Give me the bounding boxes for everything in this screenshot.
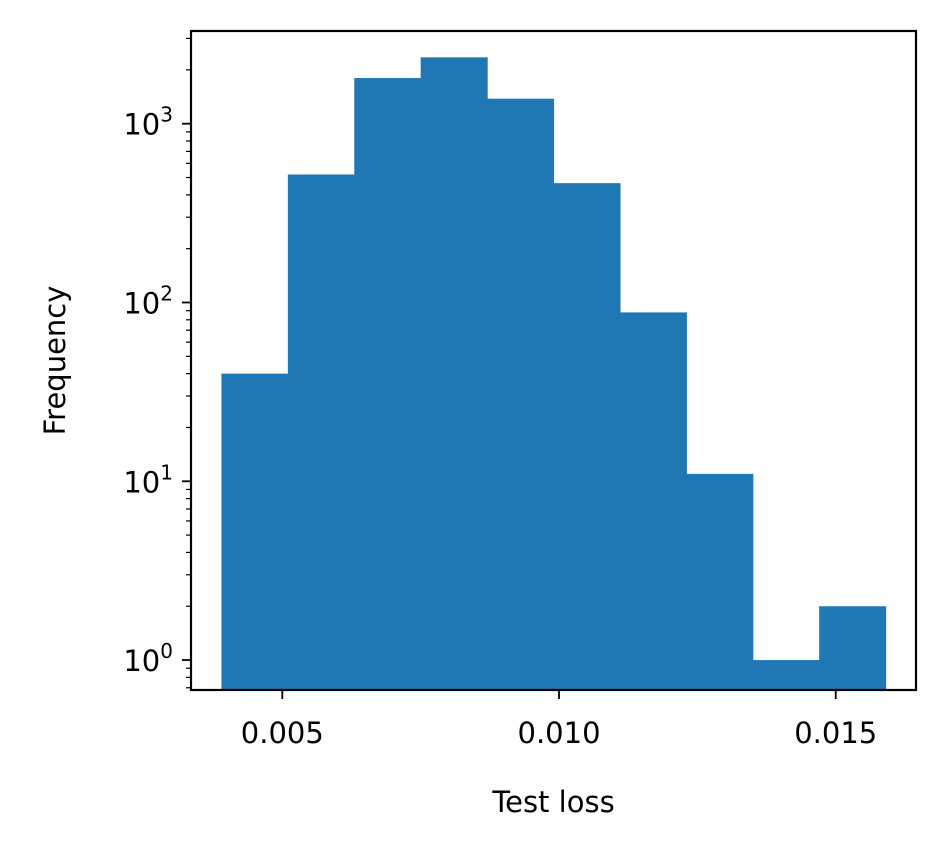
histogram-bars — [221, 57, 887, 691]
y-axis-label: Frequency — [38, 286, 72, 436]
x-tick-label: 0.015 — [794, 716, 877, 750]
x-tick-label: 0.005 — [241, 716, 324, 750]
histogram-bar — [487, 98, 555, 690]
histogram-bar — [819, 606, 887, 690]
histogram-bar — [354, 78, 422, 690]
plot-frame — [189, 29, 918, 692]
histogram-bar — [287, 174, 355, 691]
y-tick-label: 101 — [123, 460, 173, 499]
histogram-bar — [553, 183, 621, 690]
y-tick-label: 103 — [123, 103, 173, 142]
y-tick-label: 102 — [123, 281, 173, 320]
histogram-bar — [752, 660, 820, 690]
x-axis-ticks: 0.005 0.010 0.015 — [241, 690, 877, 750]
histogram-bar — [221, 373, 289, 690]
histogram-bar — [619, 312, 687, 690]
x-axis-label: Test loss — [491, 785, 614, 819]
y-tick-label: 100 — [123, 639, 173, 678]
y-axis-ticks: 100 101 102 103 — [123, 37, 191, 689]
histogram-bar — [420, 57, 488, 691]
x-tick-label: 0.010 — [518, 716, 601, 750]
histogram-bar — [686, 473, 754, 690]
